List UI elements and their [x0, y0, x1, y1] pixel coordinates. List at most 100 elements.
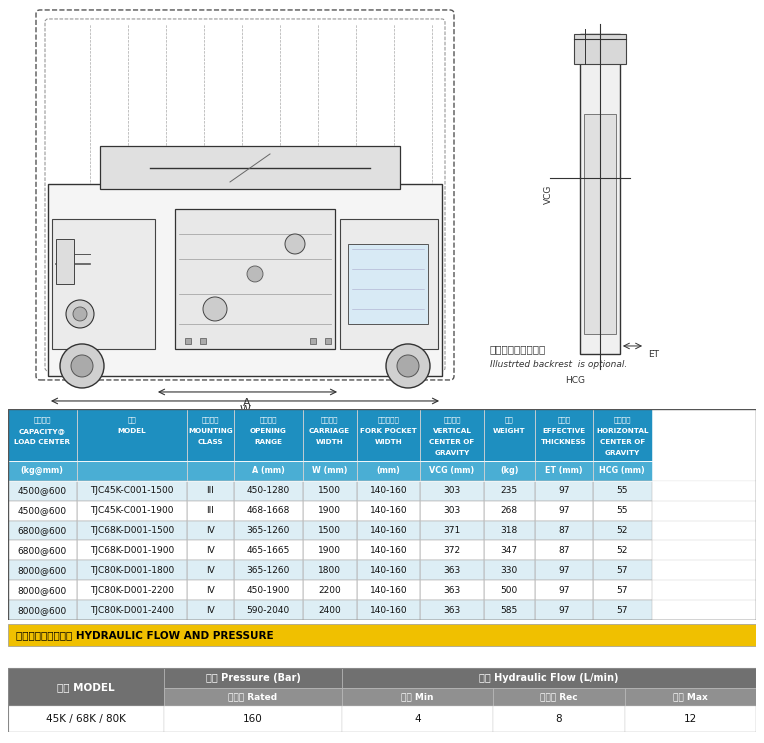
Bar — [76, 540, 187, 560]
Text: CAPACITY@: CAPACITY@ — [18, 428, 66, 434]
FancyBboxPatch shape — [45, 19, 445, 371]
Bar — [484, 521, 535, 540]
Text: TJC45K-C001-1500: TJC45K-C001-1500 — [90, 486, 173, 495]
Text: 303: 303 — [443, 506, 461, 515]
Bar — [187, 540, 234, 560]
Bar — [76, 481, 187, 501]
Text: 1900: 1900 — [318, 506, 341, 515]
Text: THICKNESS: THICKNESS — [541, 438, 587, 444]
Text: 8000@600: 8000@600 — [18, 606, 66, 615]
Bar — [76, 580, 187, 600]
Text: 额定值 Rated: 额定值 Rated — [228, 692, 277, 701]
Text: 货叉座宽度: 货叉座宽度 — [377, 417, 400, 424]
Text: ET (mm): ET (mm) — [545, 466, 583, 475]
Bar — [187, 461, 234, 481]
Bar — [76, 501, 187, 521]
Text: 97: 97 — [558, 506, 570, 515]
Text: WIDTH: WIDTH — [374, 438, 402, 444]
Text: 8: 8 — [555, 714, 562, 724]
Bar — [420, 409, 484, 461]
Text: 140-160: 140-160 — [370, 526, 407, 535]
Text: 1900: 1900 — [318, 546, 341, 555]
Bar — [593, 521, 652, 540]
Text: 最大 Max: 最大 Max — [673, 692, 708, 701]
Bar — [593, 540, 652, 560]
Bar — [234, 409, 303, 461]
Text: CENTER OF: CENTER OF — [600, 438, 645, 444]
Text: 自重: 自重 — [505, 417, 513, 424]
Text: 160: 160 — [243, 714, 263, 724]
Text: Illustrted backrest  is optional.: Illustrted backrest is optional. — [490, 360, 627, 369]
Bar — [200, 338, 206, 344]
Bar — [164, 688, 342, 706]
Bar — [357, 580, 420, 600]
Bar — [535, 461, 593, 481]
Text: 140-160: 140-160 — [370, 606, 407, 615]
Bar — [574, 34, 626, 64]
Text: A: A — [243, 398, 251, 408]
Text: 8000@600: 8000@600 — [18, 566, 66, 575]
Text: 140-160: 140-160 — [370, 586, 407, 595]
Text: 建议值 Rec: 建议值 Rec — [540, 692, 578, 701]
Bar — [484, 540, 535, 560]
Text: 97: 97 — [558, 586, 570, 595]
Text: HCG: HCG — [565, 376, 585, 385]
Text: 6800@600: 6800@600 — [18, 526, 66, 535]
Bar — [535, 580, 593, 600]
Text: OPENING: OPENING — [250, 428, 286, 434]
Text: IV: IV — [206, 586, 215, 595]
Bar — [494, 706, 625, 732]
Text: (mm): (mm) — [377, 466, 400, 475]
Text: 363: 363 — [443, 566, 461, 575]
Text: 2200: 2200 — [319, 586, 341, 595]
Text: IV: IV — [206, 606, 215, 615]
Text: 303: 303 — [443, 486, 461, 495]
Bar — [185, 338, 191, 344]
Bar — [187, 501, 234, 521]
Text: VCG (mm): VCG (mm) — [429, 466, 474, 475]
Text: TJC80K-D001-2200: TJC80K-D001-2200 — [90, 586, 174, 595]
Bar — [420, 461, 484, 481]
Bar — [357, 560, 420, 580]
Bar — [484, 560, 535, 580]
Text: 6800@600: 6800@600 — [18, 546, 66, 555]
Bar — [593, 580, 652, 600]
Text: 承载能力: 承载能力 — [34, 417, 51, 424]
Text: 1500: 1500 — [318, 526, 341, 535]
Circle shape — [73, 307, 87, 321]
Bar — [593, 560, 652, 580]
Text: MOUNTING: MOUNTING — [188, 428, 233, 434]
Text: 97: 97 — [558, 606, 570, 615]
Text: 590-2040: 590-2040 — [247, 606, 290, 615]
Bar — [8, 600, 76, 620]
Text: (kg@mm): (kg@mm) — [21, 466, 63, 476]
Bar — [484, 461, 535, 481]
Bar — [593, 461, 652, 481]
Bar — [484, 501, 535, 521]
Bar — [8, 668, 164, 706]
Bar — [535, 560, 593, 580]
Bar — [420, 481, 484, 501]
Text: GRAVITY: GRAVITY — [435, 450, 470, 455]
Bar — [8, 461, 76, 481]
Text: 97: 97 — [558, 566, 570, 575]
Bar — [8, 501, 76, 521]
Bar — [303, 409, 357, 461]
Bar — [342, 668, 756, 688]
Bar — [76, 600, 187, 620]
Text: 57: 57 — [617, 586, 628, 595]
Bar — [48, 184, 442, 376]
Text: 365-1260: 365-1260 — [247, 526, 290, 535]
Bar — [76, 521, 187, 540]
Bar — [593, 600, 652, 620]
Text: VCG: VCG — [543, 184, 552, 204]
Bar — [348, 244, 428, 324]
Text: GRAVITY: GRAVITY — [605, 450, 640, 455]
Bar — [625, 706, 756, 732]
Text: 流量 Hydraulic Flow (L/min): 流量 Hydraulic Flow (L/min) — [479, 673, 619, 683]
Bar — [535, 521, 593, 540]
Bar — [420, 580, 484, 600]
Bar — [357, 481, 420, 501]
Bar — [357, 521, 420, 540]
Bar — [234, 600, 303, 620]
